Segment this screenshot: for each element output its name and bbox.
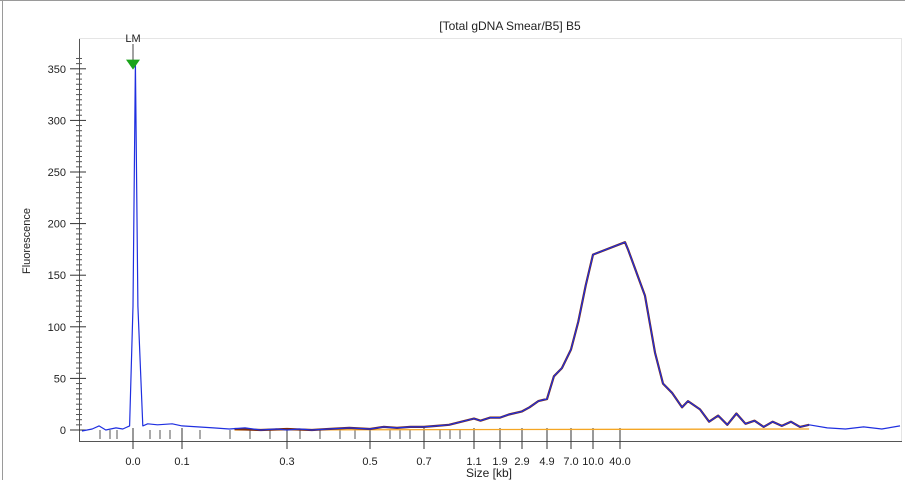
x-axis-label: Size [kb] xyxy=(466,466,512,480)
y-tick-label: 250 xyxy=(48,167,66,179)
y-tick-label: 300 xyxy=(48,115,66,127)
x-tick-label: 1.9 xyxy=(492,456,507,468)
x-tick-label: 2.9 xyxy=(514,456,529,468)
x-tick-label: 0.7 xyxy=(416,456,431,468)
x-axis-ticks: 0.0 0.1 0.3 0.5 0.7 1.1 1.9 2.9 4.9 7.0 10.0 40.0 xyxy=(99,428,631,468)
x-tick-label: 0.5 xyxy=(362,456,377,468)
x-tick-label: 10.0 xyxy=(582,456,603,468)
y-tick-label: 200 xyxy=(48,219,66,231)
y-tick-label: 350 xyxy=(48,64,66,76)
x-tick-label: 0.3 xyxy=(279,456,294,468)
x-tick-label: 4.9 xyxy=(539,456,554,468)
marker-label: LM xyxy=(125,33,140,45)
x-tick-label: 1.1 xyxy=(466,456,481,468)
x-tick-label: 40.0 xyxy=(609,456,630,468)
series-electropherogram-overlay-line xyxy=(244,241,810,431)
y-tick-label: 100 xyxy=(48,322,66,334)
y-axis-ticks: 0 50 100 150 200 250 300 350 xyxy=(48,57,86,437)
x-tick-label: 7.0 xyxy=(563,456,578,468)
marker-triangle-icon xyxy=(126,59,140,70)
y-tick-label: 50 xyxy=(54,373,66,385)
lower-marker-layer: LM xyxy=(125,33,141,70)
chart-title: [Total gDNA Smear/B5] B5 xyxy=(439,19,581,33)
y-tick-label: 0 xyxy=(60,425,66,437)
series-layer xyxy=(81,62,901,432)
x-tick-label: 0.1 xyxy=(174,456,189,468)
y-tick-label: 150 xyxy=(48,270,66,282)
y-axis-label: Fluorescence xyxy=(21,208,33,274)
x-tick-label: 0.0 xyxy=(125,456,140,468)
